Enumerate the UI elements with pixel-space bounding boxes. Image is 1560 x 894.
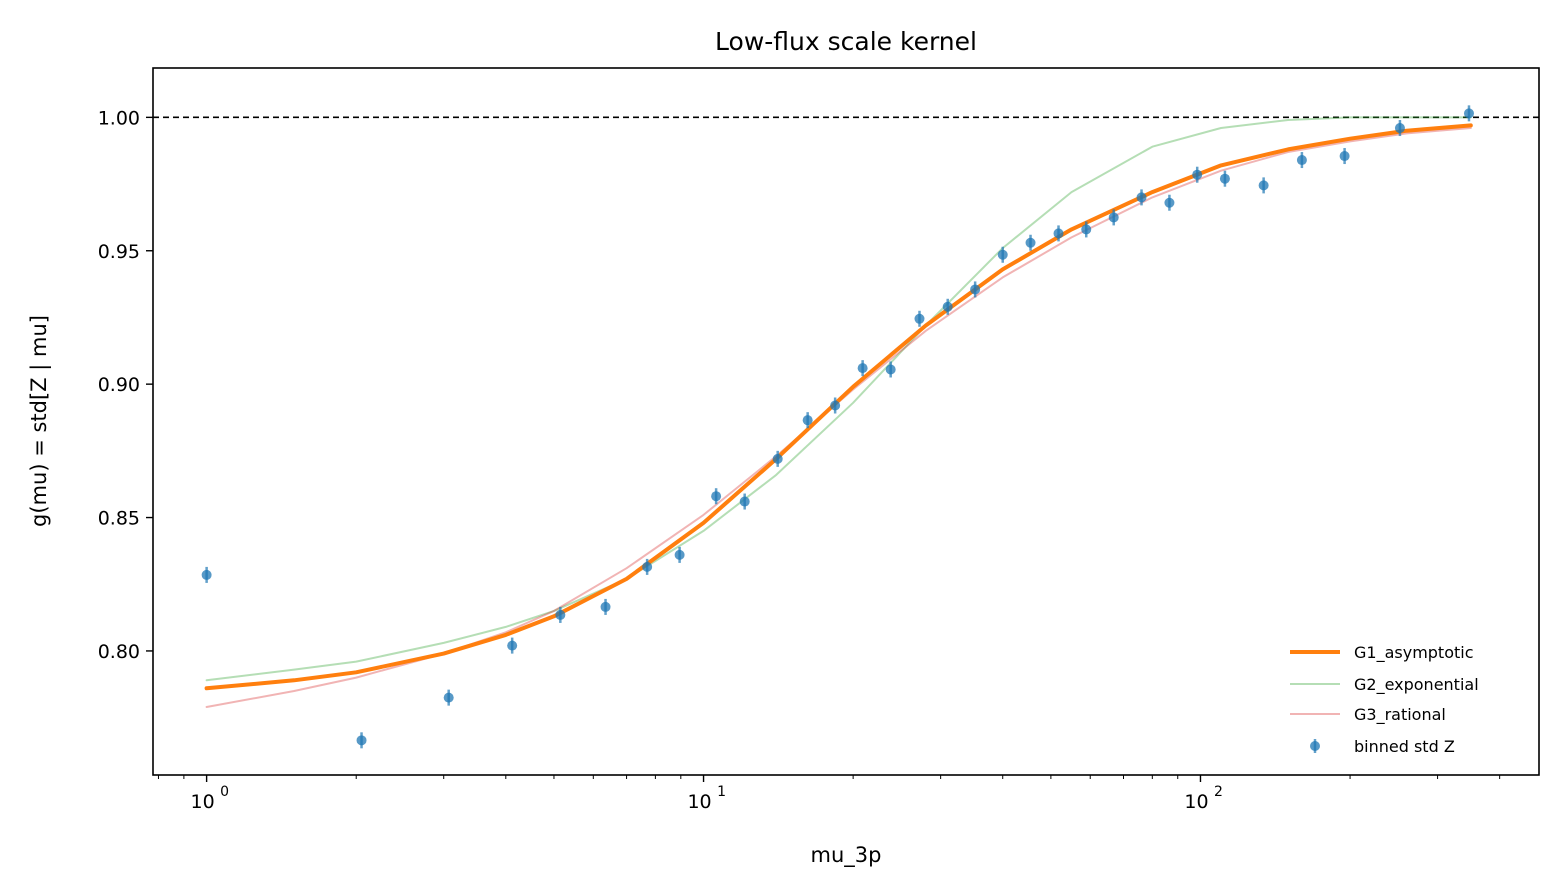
- point-marker: [507, 640, 518, 651]
- point-marker: [772, 453, 783, 464]
- point-marker: [201, 569, 212, 580]
- data-point: [1258, 177, 1269, 194]
- series-line-G1_asymptotic: [204, 123, 1473, 691]
- point-marker: [642, 561, 653, 572]
- x-axis-label: mu_3p: [811, 843, 882, 868]
- data-point: [600, 598, 611, 615]
- legend-label: G2_exponential: [1354, 675, 1479, 695]
- plot-area: [153, 105, 1539, 749]
- point-marker: [1136, 192, 1147, 203]
- data-point: [642, 558, 653, 575]
- point-marker: [1339, 151, 1350, 162]
- x-tick-label-exponent: 0: [220, 784, 229, 800]
- data-point: [1219, 170, 1230, 187]
- data-point: [1164, 194, 1175, 211]
- point-marker: [970, 284, 981, 295]
- point-marker: [739, 496, 750, 507]
- point-marker: [857, 363, 868, 374]
- series-line-G2_exponential: [205, 116, 1472, 682]
- x-tick-label: 10: [1184, 791, 1208, 813]
- point-marker: [1258, 180, 1269, 191]
- data-point: [739, 493, 750, 510]
- chart-title: Low-flux scale kernel: [715, 27, 977, 56]
- data-point: [1081, 221, 1092, 238]
- point-marker: [1192, 169, 1203, 180]
- point-marker: [1463, 108, 1474, 119]
- axes-frame: [152, 67, 1540, 776]
- point-marker: [674, 549, 685, 560]
- data-point: [1296, 152, 1307, 169]
- legend-label: G1_asymptotic: [1354, 643, 1474, 663]
- y-tick-label: 1.00: [98, 107, 140, 129]
- point-marker: [600, 601, 611, 612]
- point-marker: [914, 313, 925, 324]
- point-marker: [555, 609, 566, 620]
- data-point: [802, 412, 813, 429]
- legend-marker-point: [1310, 741, 1320, 751]
- data-point: [711, 488, 722, 505]
- data-point: [857, 360, 868, 377]
- data-point: [1053, 225, 1064, 242]
- point-marker: [1081, 224, 1092, 235]
- point-marker: [1164, 197, 1175, 208]
- x-tick-label-exponent: 1: [717, 784, 726, 800]
- point-marker: [1053, 228, 1064, 239]
- point-marker: [711, 491, 722, 502]
- data-point: [885, 361, 896, 378]
- x-tick-label: 10: [191, 791, 215, 813]
- y-tick-label: 0.80: [98, 641, 140, 663]
- x-tick-label-exponent: 2: [1214, 784, 1223, 800]
- point-marker: [802, 415, 813, 426]
- legend: G1_asymptotic G2_exponential G3_rationalbi…: [1290, 643, 1479, 756]
- point-marker: [830, 400, 841, 411]
- data-point: [830, 397, 841, 414]
- data-point: [1339, 148, 1350, 165]
- y-tick-label: 0.90: [98, 374, 140, 396]
- point-marker: [356, 735, 367, 746]
- point-marker: [1296, 155, 1307, 166]
- data-point: [997, 246, 1008, 263]
- data-point: [674, 546, 685, 563]
- point-marker: [942, 301, 953, 312]
- data-point: [356, 732, 367, 749]
- point-marker: [1108, 212, 1119, 223]
- data-point: [942, 298, 953, 315]
- data-point: [1394, 120, 1405, 137]
- data-point: [1136, 189, 1147, 206]
- data-point: [443, 689, 454, 706]
- data-point: [201, 566, 212, 583]
- data-point: [914, 310, 925, 327]
- y-axis-label: g(mu) = std[Z | mu]: [27, 315, 52, 527]
- y-tick-label: 0.95: [98, 241, 140, 263]
- legend-label: G3_rational: [1354, 705, 1446, 725]
- data-point: [507, 637, 518, 654]
- data-point: [772, 450, 783, 467]
- data-point: [555, 606, 566, 623]
- point-marker: [997, 249, 1008, 260]
- data-point: [1108, 209, 1119, 226]
- point-marker: [443, 692, 454, 703]
- point-marker: [1394, 123, 1405, 134]
- y-tick-label: 0.85: [98, 508, 140, 530]
- data-point: [1463, 105, 1474, 122]
- data-point: [1025, 234, 1036, 251]
- data-point: [970, 281, 981, 298]
- legend-label: binned std Z: [1354, 737, 1455, 756]
- data-point: [1192, 166, 1203, 183]
- point-marker: [1025, 237, 1036, 248]
- axis-ticks: 0.80 0.85 0.90 0.95 1.00 10 0 10 1 10 2: [98, 107, 1501, 813]
- point-marker: [885, 364, 896, 375]
- point-marker: [1219, 173, 1230, 184]
- x-tick-label: 10: [687, 791, 711, 813]
- plot-clip-group: [153, 105, 1539, 749]
